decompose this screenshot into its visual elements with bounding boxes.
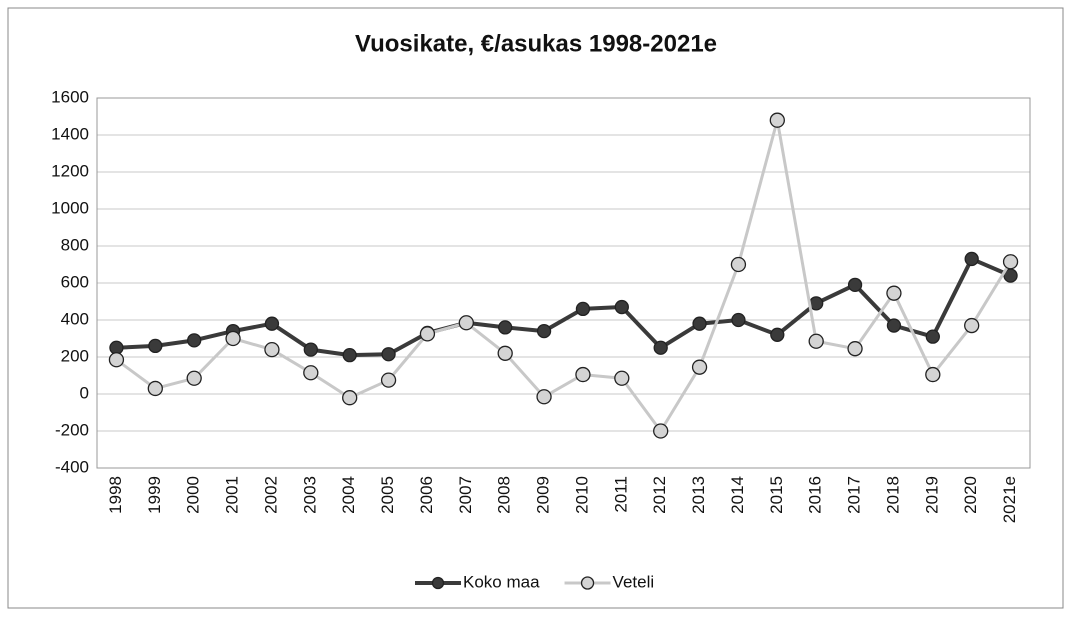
data-point [225, 330, 241, 347]
x-tick-label: 2018 [883, 476, 902, 514]
data-point [886, 285, 902, 301]
x-tick-label: 2000 [184, 476, 203, 514]
data-point [1002, 254, 1019, 270]
data-point [770, 327, 785, 342]
data-point [575, 366, 591, 383]
data-point [342, 347, 357, 363]
data-point [186, 370, 202, 386]
x-tick-label: 2003 [300, 476, 319, 514]
legend-marker [580, 576, 595, 590]
plot-frame [96, 97, 1031, 469]
data-point [497, 345, 513, 361]
data-point [303, 342, 318, 357]
data-point [264, 341, 280, 358]
data-point [458, 315, 474, 331]
y-tick-label: 1400 [51, 124, 89, 143]
data-point [925, 329, 940, 344]
chart-title: Vuosikate, €/asukas 1998-2021e [355, 30, 717, 57]
data-point [380, 372, 397, 388]
legend-label: Veteli [613, 572, 655, 591]
x-tick-label: 2001 [223, 476, 242, 514]
x-tick-label: 1998 [106, 476, 125, 514]
y-tick-label: -200 [55, 420, 89, 439]
x-tick-label: 2007 [456, 476, 475, 514]
data-point [653, 340, 668, 355]
data-point [381, 347, 396, 362]
y-tick-label: 200 [61, 346, 89, 365]
data-point [731, 312, 746, 328]
y-tick-label: 400 [61, 309, 89, 328]
y-tick-label: 800 [61, 235, 89, 254]
data-point [148, 338, 163, 354]
x-tick-label: 1999 [145, 476, 164, 514]
y-tick-label: -400 [55, 457, 89, 476]
chart-border [7, 7, 1064, 609]
x-tick-label: 2006 [417, 476, 436, 514]
data-point [964, 317, 980, 334]
data-point [108, 352, 125, 368]
legend-label: Koko maa [463, 572, 540, 591]
x-tick-label: 2009 [534, 476, 553, 514]
x-tick-label: 2012 [650, 476, 669, 514]
data-point [691, 359, 708, 375]
data-point [886, 318, 902, 333]
data-point [769, 112, 785, 128]
x-tick-label: 2021e [1000, 476, 1019, 523]
x-tick-label: 2014 [728, 476, 747, 514]
x-tick-label: 2020 [961, 476, 980, 514]
x-tick-label: 2017 [845, 476, 864, 514]
data-point [264, 316, 280, 331]
data-point [964, 251, 979, 267]
x-tick-label: 2013 [689, 476, 708, 514]
y-tick-label: 0 [80, 383, 89, 402]
y-tick-label: 1200 [51, 161, 89, 180]
data-point [536, 389, 552, 405]
data-point [925, 366, 941, 383]
x-tick-label: 2011 [611, 476, 630, 513]
y-tick-label: 600 [61, 272, 89, 291]
x-tick-label: 2004 [339, 476, 358, 514]
legend-marker [431, 576, 445, 590]
data-point [614, 370, 630, 386]
x-tick-label: 2002 [261, 476, 280, 514]
data-point [847, 341, 863, 357]
data-point [147, 380, 163, 397]
x-tick-label: 2015 [767, 476, 786, 514]
data-point [498, 320, 513, 335]
x-tick-label: 2019 [922, 476, 941, 514]
x-tick-label: 2016 [806, 476, 825, 514]
data-point [653, 423, 669, 439]
y-tick-label: 1000 [51, 198, 89, 217]
data-point [303, 365, 319, 381]
data-point [419, 326, 436, 342]
x-tick-label: 2010 [572, 476, 591, 514]
data-point [847, 277, 863, 293]
x-tick-label: 2008 [495, 476, 514, 514]
data-point [614, 299, 629, 315]
x-tick-label: 2005 [378, 476, 397, 514]
data-point [692, 316, 707, 331]
data-point [342, 390, 358, 406]
data-point [730, 256, 747, 273]
y-tick-label: 1600 [51, 87, 89, 106]
data-point [575, 301, 591, 317]
data-point [808, 333, 824, 349]
data-point [187, 333, 202, 348]
data-point [536, 323, 552, 339]
